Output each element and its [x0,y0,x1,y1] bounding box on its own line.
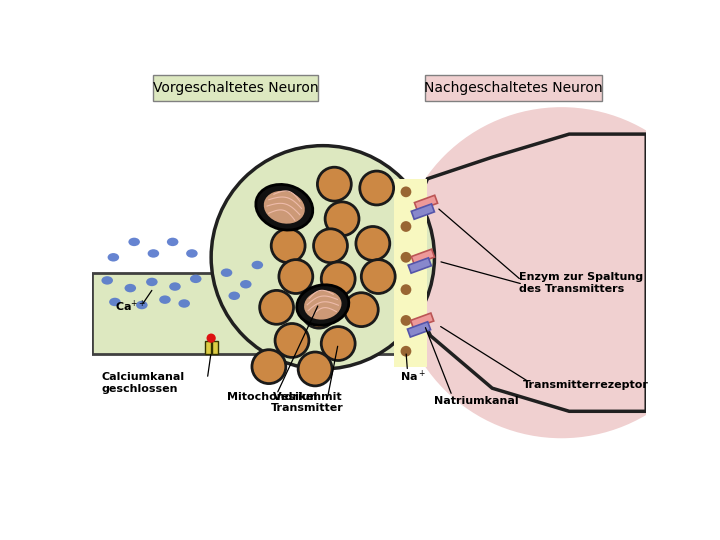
Ellipse shape [256,185,312,230]
Circle shape [298,352,332,386]
FancyBboxPatch shape [395,179,427,367]
Circle shape [275,323,309,357]
Ellipse shape [240,280,251,288]
Polygon shape [410,313,433,328]
Ellipse shape [167,238,179,246]
Circle shape [321,327,355,361]
Text: Vorgeschaltetes Neuron: Vorgeschaltetes Neuron [153,81,319,95]
Ellipse shape [179,299,190,308]
Circle shape [207,334,216,343]
Text: des Transmitters: des Transmitters [519,284,624,294]
Circle shape [400,346,411,356]
FancyBboxPatch shape [426,75,601,101]
Polygon shape [408,258,431,273]
Ellipse shape [297,285,348,325]
FancyBboxPatch shape [92,273,396,354]
Text: Na$^+$: Na$^+$ [400,368,426,383]
Ellipse shape [251,261,263,269]
Ellipse shape [102,276,113,285]
Circle shape [400,252,411,262]
Text: Calciumkanal: Calciumkanal [101,373,184,382]
Text: Enzym zur Spaltung: Enzym zur Spaltung [519,272,643,282]
Text: Natriumkanal: Natriumkanal [434,396,519,406]
Circle shape [344,293,378,327]
Polygon shape [408,322,431,337]
Text: Transmitterrezeptor: Transmitterrezeptor [523,380,649,390]
Text: Ca$^{++}$: Ca$^{++}$ [115,299,146,314]
Circle shape [360,171,394,205]
Ellipse shape [169,282,181,291]
Circle shape [400,284,411,295]
Text: Nachgeschaltetes Neuron: Nachgeschaltetes Neuron [423,81,603,95]
Ellipse shape [186,249,198,258]
Circle shape [302,294,336,328]
Circle shape [279,260,312,294]
Circle shape [361,260,395,294]
Ellipse shape [190,275,202,283]
Circle shape [325,202,359,236]
Circle shape [400,186,411,197]
Ellipse shape [109,298,121,306]
Polygon shape [411,204,434,219]
FancyBboxPatch shape [153,75,318,101]
Ellipse shape [264,191,305,224]
Text: geschlossen: geschlossen [101,384,178,394]
Ellipse shape [148,249,159,258]
Circle shape [400,315,411,326]
Ellipse shape [228,292,240,300]
Circle shape [356,226,390,260]
Bar [205,341,211,354]
Ellipse shape [159,295,171,304]
Circle shape [260,291,294,325]
Polygon shape [415,195,438,211]
Ellipse shape [136,301,148,309]
Ellipse shape [146,278,158,286]
Circle shape [400,221,411,232]
Ellipse shape [128,238,140,246]
Ellipse shape [125,284,136,292]
Circle shape [396,107,720,438]
Polygon shape [412,134,647,411]
Circle shape [314,229,348,262]
Text: Vesikel mit: Vesikel mit [273,392,342,402]
Circle shape [321,262,355,296]
Circle shape [252,350,286,383]
Circle shape [211,146,434,369]
Text: Mitochondrium: Mitochondrium [227,392,320,402]
Circle shape [271,229,305,262]
Circle shape [318,167,351,201]
Text: Transmitter: Transmitter [271,403,343,413]
Bar [212,341,218,354]
Ellipse shape [221,268,233,277]
Ellipse shape [304,291,341,320]
FancyBboxPatch shape [431,179,647,367]
Ellipse shape [107,253,119,261]
Polygon shape [411,249,434,265]
